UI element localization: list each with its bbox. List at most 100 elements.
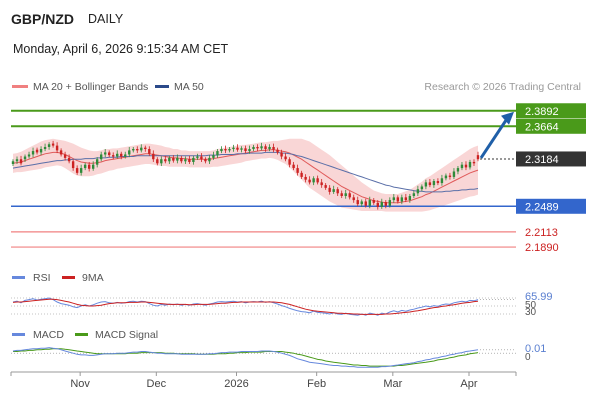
- candle-body: [128, 150, 131, 155]
- candle: [132, 146, 135, 153]
- candle: [188, 155, 191, 164]
- candle-body: [27, 154, 31, 157]
- candle: [51, 140, 55, 148]
- x-tick-label: Dec: [147, 378, 167, 390]
- candle: [316, 175, 319, 185]
- candle-body: [23, 156, 27, 160]
- candle-body: [464, 164, 468, 168]
- candle: [19, 155, 23, 166]
- candle-body: [172, 157, 175, 161]
- candle: [276, 147, 279, 155]
- candlesticks: [11, 140, 480, 210]
- candle: [440, 174, 444, 186]
- candle: [208, 155, 211, 164]
- rsi-pane: [11, 297, 516, 316]
- candle: [264, 144, 267, 152]
- candle-body: [288, 159, 291, 165]
- candle: [388, 197, 392, 208]
- candle: [15, 156, 19, 164]
- candle: [268, 144, 271, 152]
- forecast-arrow: [479, 111, 514, 159]
- candle-body: [200, 156, 203, 160]
- candle-body: [440, 178, 444, 184]
- candle-body: [260, 146, 263, 149]
- candle: [128, 146, 131, 158]
- datetime-label: Monday, April 6, 2026 9:15:34 AM CET: [13, 42, 229, 56]
- candle-body: [460, 164, 464, 169]
- candle: [312, 176, 315, 186]
- candle: [304, 174, 307, 183]
- candle-body: [256, 146, 259, 149]
- candle: [408, 193, 412, 203]
- x-axis: Nov Dec 2026 Feb Mar Apr: [10, 372, 517, 390]
- candle-body: [156, 159, 159, 164]
- candle: [368, 196, 371, 209]
- candle: [256, 144, 259, 152]
- candle: [360, 199, 363, 207]
- candle: [124, 151, 127, 159]
- candle-body: [35, 149, 39, 153]
- candle: [224, 145, 227, 154]
- resistance-2-label-bg: [516, 103, 586, 119]
- candle: [192, 155, 195, 165]
- candle: [47, 142, 51, 150]
- x-tick-label: Apr: [460, 378, 477, 390]
- candle-body: [300, 172, 303, 177]
- candle: [27, 151, 31, 159]
- last-price-label-text: 2.3184: [525, 154, 559, 166]
- resistance-2-label: 2.3892: [516, 103, 586, 119]
- candle: [71, 159, 75, 171]
- level-lines: [11, 109, 516, 248]
- candle-body: [456, 168, 460, 172]
- candle-body: [168, 157, 171, 162]
- candle: [260, 142, 263, 151]
- candle: [336, 187, 339, 196]
- candle-body: [408, 196, 412, 201]
- candle: [352, 194, 355, 203]
- x-tick-label: Feb: [307, 378, 326, 390]
- candle-body: [120, 153, 123, 157]
- candle: [464, 161, 468, 171]
- candle-body: [228, 149, 231, 151]
- candle: [168, 155, 171, 164]
- candle-body: [152, 153, 155, 160]
- candle: [200, 153, 203, 162]
- candle-body: [188, 159, 191, 162]
- candle: [356, 196, 359, 207]
- candle-body: [436, 181, 440, 184]
- candle: [376, 200, 379, 210]
- candle: [120, 151, 123, 160]
- candle: [244, 145, 247, 154]
- candle: [67, 154, 71, 164]
- candle: [456, 166, 460, 175]
- x-tick-label: Mar: [383, 378, 402, 390]
- candle: [95, 157, 99, 168]
- candle-body: [352, 197, 355, 201]
- candle-body: [340, 193, 343, 196]
- candle-body: [284, 156, 287, 160]
- candle: [156, 157, 159, 166]
- candle-body: [312, 178, 315, 183]
- candle: [448, 172, 452, 180]
- candle: [108, 150, 111, 158]
- last-price-label: 2.3184: [516, 151, 586, 167]
- forecast-arrow-shaft: [479, 117, 509, 159]
- candle: [43, 143, 47, 152]
- candle: [444, 173, 448, 181]
- candle: [103, 149, 107, 158]
- candle-body: [19, 159, 23, 164]
- candle-body: [324, 185, 327, 188]
- candle-body: [248, 149, 251, 152]
- candle: [136, 146, 139, 154]
- candle-body: [316, 178, 319, 183]
- candle-body: [244, 148, 247, 152]
- ma20-legend-label: MA 20 + Bollinger Bands: [33, 81, 148, 93]
- support-1-label-text: 2.2489: [525, 201, 559, 213]
- candle: [164, 155, 167, 164]
- candle: [392, 193, 396, 203]
- rsi-tick-50: 50: [525, 300, 537, 311]
- candle-body: [348, 193, 351, 198]
- candle-body: [144, 147, 147, 150]
- candle-body: [236, 147, 239, 150]
- candle-body: [55, 145, 59, 151]
